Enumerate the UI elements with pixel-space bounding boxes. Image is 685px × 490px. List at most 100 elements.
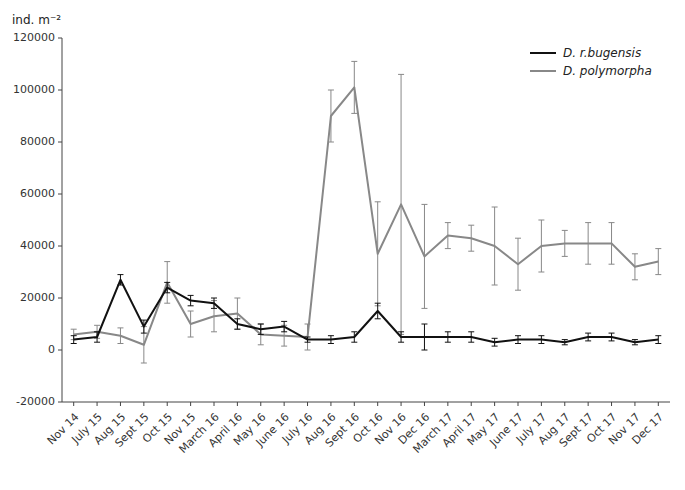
y-tick-label: 0	[48, 343, 55, 356]
error-bar	[398, 332, 404, 342]
error-bar	[351, 332, 357, 342]
y-tick	[58, 38, 62, 39]
chart: -20000020000400006000080000100000120000i…	[0, 0, 685, 490]
error-bar	[445, 223, 451, 249]
x-tick	[494, 402, 495, 406]
y-tick-label: 20000	[20, 291, 55, 304]
error-bar	[375, 202, 381, 306]
error-bar	[562, 230, 568, 256]
error-bar	[585, 223, 591, 265]
x-tick	[73, 402, 74, 406]
x-tick	[237, 402, 238, 406]
error-bar	[609, 333, 615, 341]
error-bar	[468, 225, 474, 251]
error-bar	[398, 74, 404, 334]
y-tick-label: 80000	[20, 135, 55, 148]
x-tick-label: Dec 17	[629, 411, 666, 448]
y-tick	[58, 402, 62, 403]
y-axis: -20000020000400006000080000100000120000	[13, 31, 62, 408]
x-tick	[401, 402, 402, 406]
x-tick	[634, 402, 635, 406]
x-tick	[284, 402, 285, 406]
error-bar	[421, 324, 427, 350]
x-tick	[307, 402, 308, 406]
x-tick	[588, 402, 589, 406]
error-bar	[632, 340, 638, 345]
error-bar	[328, 336, 334, 344]
error-bar	[71, 336, 77, 344]
x-tick	[377, 402, 378, 406]
error-bar	[94, 332, 100, 342]
plot-area	[71, 61, 662, 363]
y-tick	[58, 194, 62, 195]
series	[71, 275, 662, 350]
y-tick	[58, 142, 62, 143]
y-tick-label: 100000	[13, 83, 55, 96]
error-bar	[258, 324, 264, 334]
error-bar	[538, 336, 544, 344]
error-bar	[585, 333, 591, 341]
legend-label: D. polymorpha	[563, 64, 652, 78]
x-tick	[97, 402, 98, 406]
error-bar	[188, 311, 194, 337]
y-tick	[58, 298, 62, 299]
error-bar	[375, 303, 381, 319]
error-bar	[305, 324, 311, 350]
y-tick-label: -20000	[16, 395, 55, 408]
legend-swatch	[530, 52, 556, 54]
x-tick	[611, 402, 612, 406]
y-tick-label: 60000	[20, 187, 55, 200]
x-tick	[424, 402, 425, 406]
error-bar	[211, 298, 217, 308]
error-bar	[632, 254, 638, 280]
legend-swatch	[530, 70, 556, 72]
y-axis-line	[62, 38, 63, 402]
error-bar	[421, 204, 427, 308]
series-line	[74, 87, 659, 344]
x-tick	[120, 402, 121, 406]
x-tick	[214, 402, 215, 406]
y-tick	[58, 246, 62, 247]
error-bar	[164, 282, 170, 292]
error-bar	[468, 332, 474, 342]
error-bar	[234, 319, 240, 329]
x-tick	[143, 402, 144, 406]
error-bar	[281, 321, 287, 331]
error-bar	[609, 223, 615, 265]
y-tick-label: 40000	[20, 239, 55, 252]
error-bar	[492, 338, 498, 346]
y-tick	[58, 90, 62, 91]
error-bar	[328, 90, 334, 142]
series	[71, 61, 662, 363]
legend-label: D. r.bugensis	[563, 46, 641, 60]
error-bar	[164, 262, 170, 304]
error-bar	[655, 249, 661, 275]
error-bar	[655, 336, 661, 344]
y-tick	[58, 350, 62, 351]
error-bar	[492, 207, 498, 285]
legend: D. r.bugensis D. polymorpha	[530, 46, 652, 78]
error-bar	[117, 328, 123, 344]
error-bar	[445, 332, 451, 342]
x-tick	[330, 402, 331, 406]
x-axis: Nov 14July 15Aug 15Sept 15Oct 15Nov 15Ma…	[45, 402, 670, 456]
x-tick	[471, 402, 472, 406]
error-bar	[515, 336, 521, 344]
y-axis-label: ind. m⁻²	[12, 13, 61, 27]
x-tick	[518, 402, 519, 406]
error-bar	[188, 295, 194, 305]
x-tick	[260, 402, 261, 406]
x-tick	[190, 402, 191, 406]
error-bar	[305, 337, 311, 342]
error-bar	[538, 220, 544, 272]
x-axis-line	[62, 402, 670, 403]
x-tick	[541, 402, 542, 406]
error-bar	[351, 61, 357, 113]
error-bar	[515, 238, 521, 290]
error-bar	[141, 320, 147, 333]
error-bar	[258, 324, 264, 345]
x-tick	[167, 402, 168, 406]
error-bar	[117, 275, 123, 285]
x-tick	[447, 402, 448, 406]
error-bar	[562, 340, 568, 345]
